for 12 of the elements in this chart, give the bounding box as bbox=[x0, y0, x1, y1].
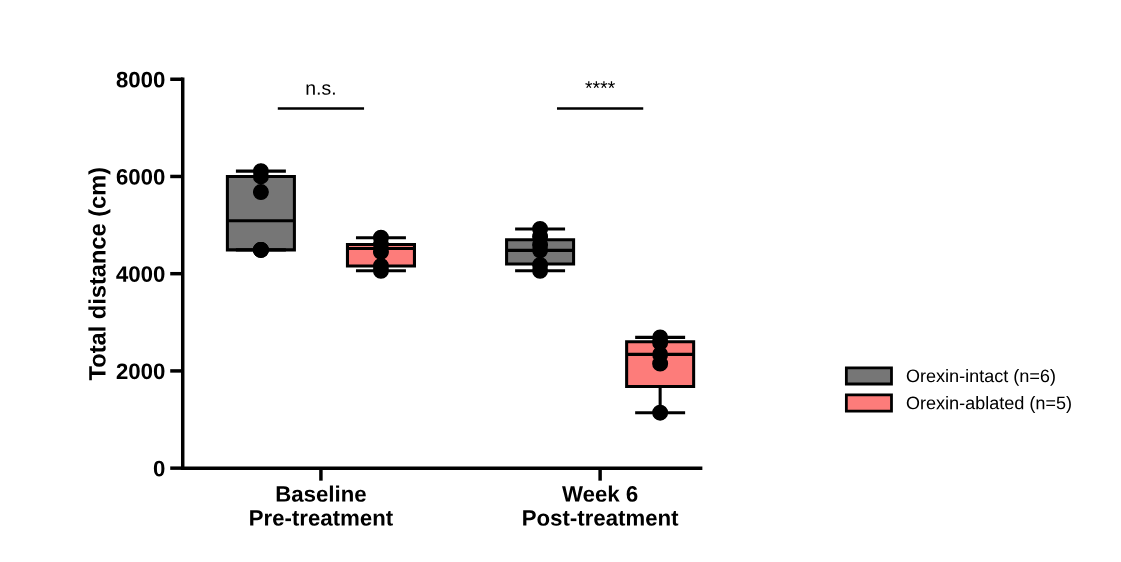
x-tick-label: Week 6 Post-treatment bbox=[523, 485, 679, 526]
y-tick-label: 4000 bbox=[116, 266, 165, 282]
y-tick-label: 2000 bbox=[116, 363, 165, 380]
annotation: n.s. bbox=[306, 84, 335, 95]
y-tick-label: 0 bbox=[153, 460, 165, 477]
legend-label: Orexin-intact (n=6) bbox=[906, 369, 1055, 386]
y-tick-label: 8000 bbox=[116, 71, 165, 88]
y-axis-title: Total distance (cm) bbox=[88, 168, 111, 381]
legend-label: Orexin-ablated (n=5) bbox=[906, 396, 1071, 413]
y-tick-label: 6000 bbox=[116, 169, 165, 185]
annotation: **** bbox=[585, 81, 615, 89]
x-tick-label: Baseline Pre-treatment bbox=[250, 485, 393, 526]
